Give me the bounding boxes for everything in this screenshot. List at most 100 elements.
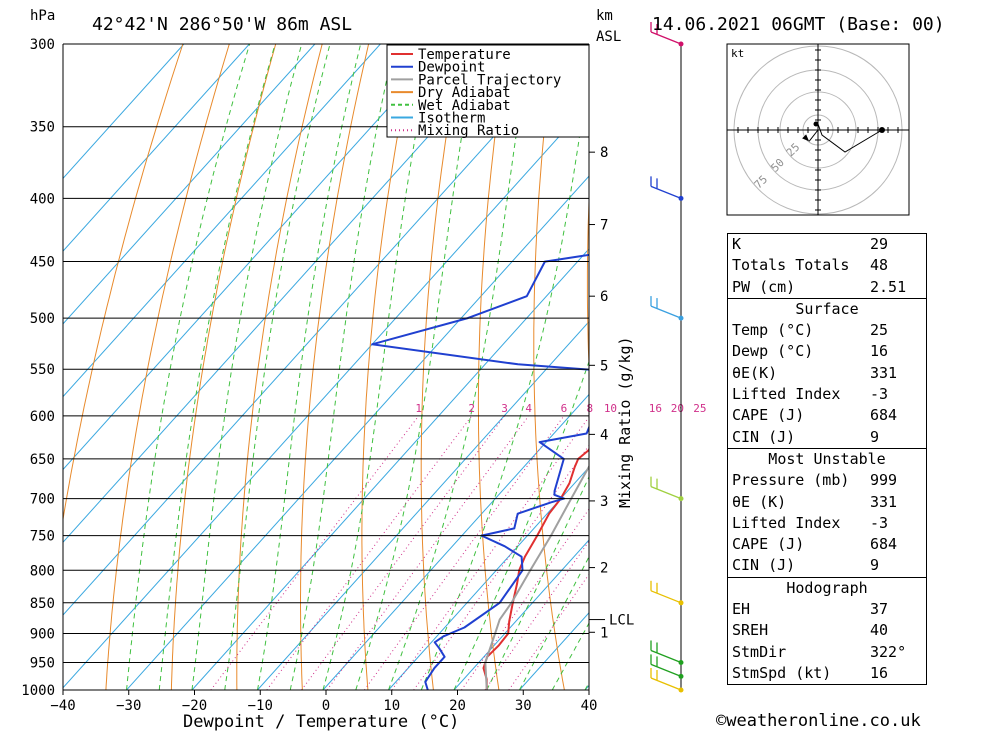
wind-barb-shaft	[650, 31, 682, 45]
stat-row: Totals Totals 48	[728, 255, 926, 276]
stat-value: 29	[870, 235, 889, 253]
isotherm-line	[63, 102, 589, 689]
mixing-ratio-label: 8	[587, 402, 594, 415]
isotherm-line	[63, 44, 512, 543]
surface-title: Surface	[795, 299, 859, 318]
stat-value: 48	[870, 256, 889, 275]
pressure-tick-label: 850	[30, 596, 55, 612]
wind-barb-shaft	[650, 649, 682, 664]
stat-value: 684	[870, 535, 898, 554]
stat-row: StmSpd (kt) 16	[728, 663, 926, 684]
stat-label: θE(K)	[732, 363, 778, 382]
stat-label: CIN (J)	[732, 556, 796, 575]
mixing-ratio-label: 20	[671, 402, 684, 415]
isotherm-line	[63, 44, 250, 252]
storm-motion-arrow	[802, 134, 810, 142]
stat-label: Pressure (mb)	[732, 471, 850, 490]
wet-adiabat-line	[257, 44, 362, 690]
asl-label: ASL	[596, 29, 621, 45]
stat-value: 37	[870, 600, 889, 619]
stat-row: CIN (J) 9	[728, 427, 926, 448]
x-tick-label: −20	[182, 698, 207, 714]
dry-adiabat-line	[972, 44, 1000, 690]
mixing-ratio-label: 3	[501, 402, 508, 415]
temperature-line	[482, 447, 589, 690]
wind-barb-shaft	[650, 590, 682, 604]
isotherm-line	[322, 393, 589, 690]
legend-box	[386, 44, 590, 138]
km-tick-label: 3	[600, 494, 608, 510]
stat-value: 9	[870, 427, 880, 446]
wet-adiabat-line	[191, 44, 303, 690]
stat-label: Temp (°C)	[732, 321, 814, 340]
stat-label: EH	[732, 600, 751, 619]
hodograph-start-dot	[813, 121, 819, 127]
dry-adiabat-line	[105, 44, 230, 690]
stat-row: θE(K) 331	[728, 363, 926, 384]
km-tick-label: 8	[600, 145, 608, 161]
x-tick-label: 30	[515, 698, 532, 714]
mixing-ratio-label: 6	[561, 402, 568, 415]
wind-barb	[650, 668, 682, 691]
pressure-tick-label: 900	[30, 626, 55, 642]
mixing-ratio-label: 25	[693, 402, 706, 415]
x-tick-label: 40	[581, 698, 598, 714]
wet-adiabat-line	[453, 360, 589, 690]
stat-row: EH 37	[728, 599, 926, 620]
isotherm-line	[63, 44, 447, 471]
mixing-ratio-label: 16	[649, 402, 662, 415]
pressure-tick-label: 550	[30, 362, 55, 378]
most-unstable-title: Most Unstable	[768, 449, 886, 468]
stat-label: StmSpd (kt)	[732, 663, 832, 682]
header-location: 42°42'N 286°50'W 86m ASL	[92, 14, 352, 35]
legend-entry: Isotherm	[418, 111, 485, 127]
stat-value: 331	[870, 363, 898, 382]
legend-entry: Parcel Trajectory	[418, 72, 561, 88]
isotherm-line	[63, 44, 316, 325]
wind-barb-shaft	[650, 677, 682, 691]
stat-value: 2.51	[870, 277, 907, 296]
mixing-ratio-line	[508, 573, 589, 690]
stat-label: θE (K)	[732, 492, 787, 511]
stat-value: 322°	[870, 642, 907, 661]
stat-label: PW (cm)	[732, 277, 796, 296]
stat-label: CAPE (J)	[732, 535, 805, 554]
pressure-tick-label: 450	[30, 255, 55, 271]
legend-entry: Dry Adiabat	[418, 85, 511, 101]
mixing-ratio-line	[301, 415, 505, 690]
stat-row: CAPE (J) 684	[728, 405, 926, 426]
pressure-tick-label: 700	[30, 492, 55, 508]
stat-label: Lifted Index	[732, 385, 841, 404]
wind-barb-shaft	[650, 486, 682, 500]
wind-barb	[650, 296, 682, 319]
dry-adiabat-line	[170, 44, 277, 690]
legend-entry: Temperature	[418, 47, 511, 63]
pressure-tick-label: 950	[30, 655, 55, 671]
wind-barb-shaft	[650, 305, 682, 319]
mixing-ratio-label: 10	[604, 402, 617, 415]
x-tick-label: 10	[383, 698, 400, 714]
stat-value: -3	[870, 385, 889, 404]
hodograph-box: Hodograph EH 37 SREH 40 StmDir 322° StmSpd …	[727, 576, 927, 686]
wet-adiabat-line	[126, 44, 251, 690]
km-tick-label: 7	[600, 218, 608, 234]
stat-value: 331	[870, 492, 898, 511]
wet-adiabat-line	[486, 475, 589, 690]
mixing-ratio-label: 1	[415, 402, 422, 415]
dewpoint-line	[371, 253, 589, 690]
x-tick-label: 20	[449, 698, 466, 714]
hodograph-unit: kt	[731, 47, 744, 60]
mixing-ratio-line	[326, 415, 530, 690]
pressure-tick-label: 600	[30, 409, 55, 425]
legend-entry: Dewpoint	[418, 60, 485, 76]
stat-row: K 29	[728, 234, 926, 255]
dry-adiabat-line	[926, 44, 1000, 690]
storm-motion-line	[808, 129, 819, 142]
lcl-label: LCL	[609, 613, 634, 629]
pressure-tick-label: 500	[30, 311, 55, 327]
pressure-tick-label: 350	[30, 120, 55, 136]
wind-barb	[650, 22, 682, 45]
hodograph-end-dot	[879, 127, 885, 133]
